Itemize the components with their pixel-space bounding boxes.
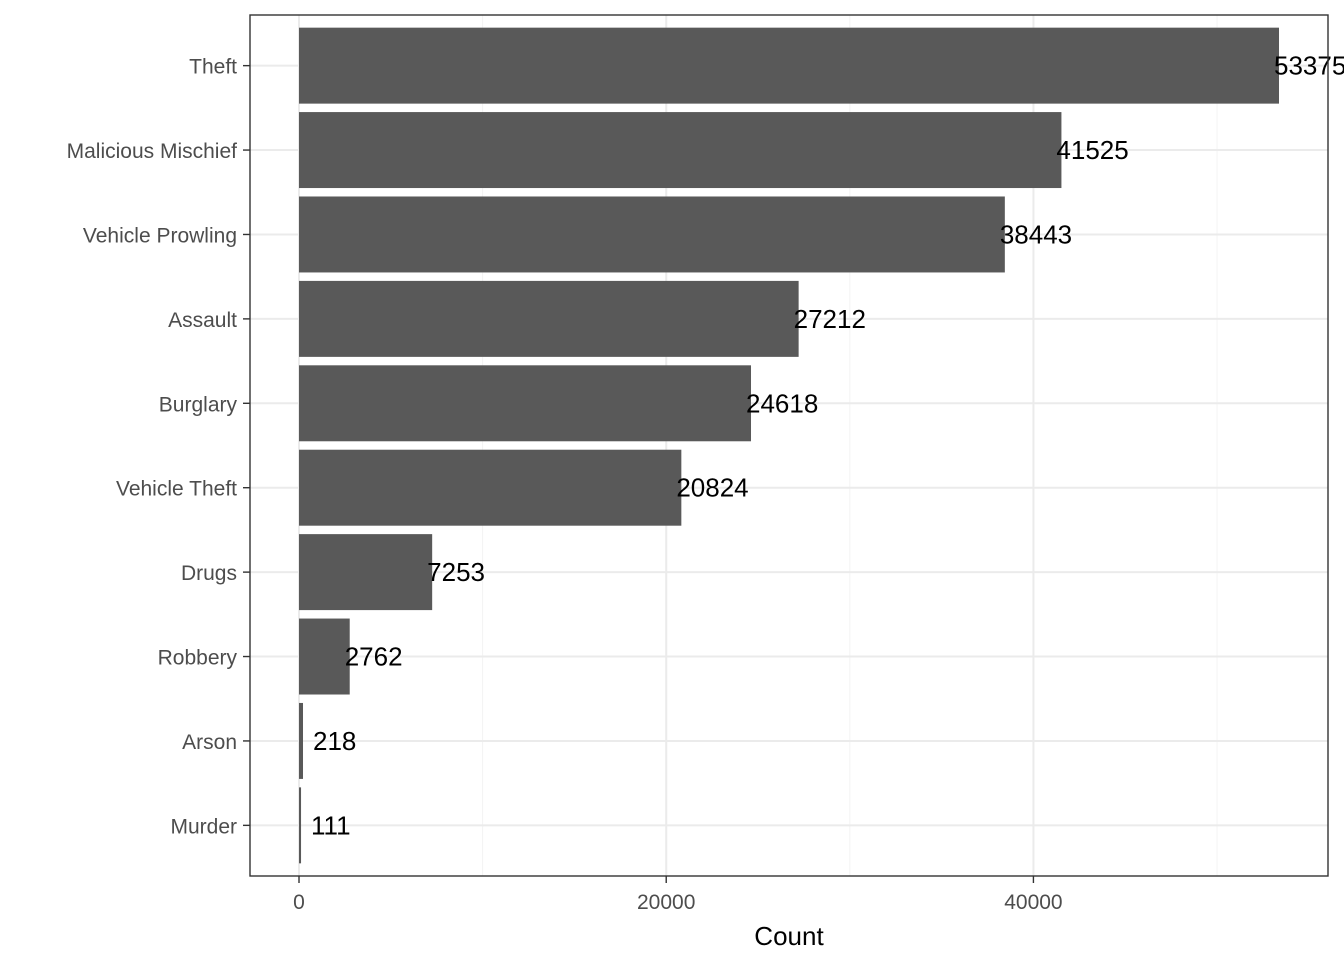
y-tick-label: Vehicle Theft bbox=[116, 478, 237, 501]
bar-theft bbox=[299, 27, 1279, 104]
bar-assault bbox=[299, 280, 799, 357]
y-axis: Theft Malicious Mischief Vehicle Prowling A… bbox=[67, 56, 250, 838]
x-tick-label: 40000 bbox=[1004, 891, 1062, 914]
data-labels-layer: 53375 41525 38443 27212 24618 20824 7253 2762 21… bbox=[311, 51, 1344, 841]
data-label: 24618 bbox=[746, 388, 818, 418]
bar-malicious-mischief bbox=[299, 112, 1062, 189]
bar-vehicle-prowling bbox=[299, 196, 1005, 273]
bar-robbery bbox=[299, 618, 350, 695]
bar-burglary bbox=[299, 365, 752, 442]
y-tick-label: Burglary bbox=[159, 393, 238, 416]
bar-murder bbox=[299, 787, 302, 864]
y-tick-label: Theft bbox=[189, 56, 237, 79]
y-tick-label: Murder bbox=[170, 815, 237, 838]
data-label: 38443 bbox=[1000, 219, 1072, 249]
x-tick-label: 20000 bbox=[637, 891, 695, 914]
data-label: 111 bbox=[311, 810, 351, 840]
y-tick-label: Arson bbox=[182, 731, 237, 754]
bar-arson bbox=[299, 702, 304, 779]
data-label: 41525 bbox=[1056, 135, 1128, 165]
data-label: 218 bbox=[313, 726, 356, 756]
bars-layer bbox=[299, 27, 1279, 864]
panel-border bbox=[249, 14, 1329, 877]
y-tick-label: Malicious Mischief bbox=[67, 140, 238, 163]
x-axis: 0 20000 40000 bbox=[293, 876, 1063, 914]
data-label: 7253 bbox=[427, 557, 485, 587]
bar-vehicle-theft bbox=[299, 449, 682, 526]
data-label: 27212 bbox=[794, 304, 866, 334]
data-label: 20824 bbox=[676, 473, 748, 503]
x-tick-label: 0 bbox=[293, 891, 305, 914]
data-label: 53375 bbox=[1274, 51, 1344, 81]
y-tick-label: Robbery bbox=[158, 647, 238, 670]
y-tick-label: Vehicle Prowling bbox=[83, 224, 237, 247]
bar-drugs bbox=[299, 534, 433, 611]
y-tick-label: Assault bbox=[168, 309, 237, 332]
x-axis-title: Count bbox=[754, 921, 824, 951]
y-tick-label: Drugs bbox=[181, 562, 237, 585]
data-label: 2762 bbox=[345, 642, 403, 672]
